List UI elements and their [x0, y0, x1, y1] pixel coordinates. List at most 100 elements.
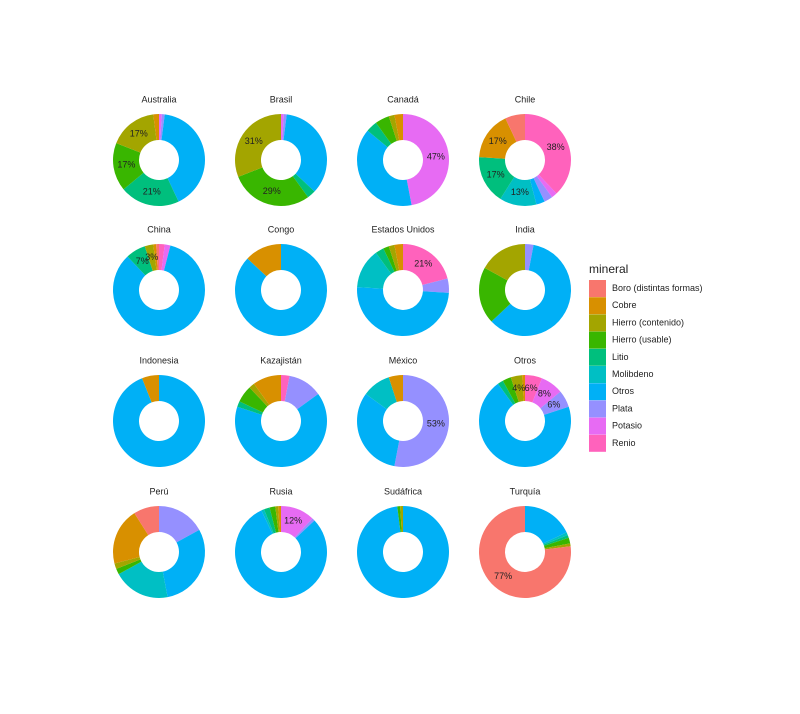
donut-segment [388, 114, 400, 141]
legend-key [589, 280, 606, 297]
facet-title: Perú [149, 486, 168, 496]
donut-segment [525, 244, 534, 271]
donut-segment [394, 244, 403, 271]
legend-label: Plata [612, 403, 633, 413]
facet-title: Kazajistán [260, 355, 302, 365]
donut-segment [275, 506, 280, 533]
legend-key [589, 400, 606, 418]
value-label: 38% [547, 142, 565, 152]
donut-segment [153, 114, 159, 141]
donut-segment [397, 506, 402, 533]
value-label: 47% [427, 151, 445, 161]
donut-segment [394, 375, 449, 467]
value-label: 53% [427, 418, 445, 428]
donut-segment [235, 393, 327, 468]
donut-segment [144, 244, 157, 271]
donut-segment [284, 375, 319, 410]
facet-title: Otros [514, 355, 537, 365]
facet-title: Rusia [269, 486, 292, 496]
donut-segment [161, 114, 206, 202]
facet-title: Congo [268, 224, 295, 234]
donut-segment [383, 246, 397, 272]
value-label: 17% [489, 136, 507, 146]
facet-title: Estados Unidos [371, 224, 435, 234]
donut-segment [357, 393, 400, 467]
donut-segment [403, 114, 449, 206]
value-label: 21% [143, 187, 161, 197]
legend-label: Litio [612, 352, 629, 362]
donut-segment [505, 114, 525, 142]
donut-segment [113, 143, 144, 190]
donut-segment [375, 116, 397, 144]
legend-key [589, 383, 606, 401]
donut-segment [479, 157, 515, 199]
donut-segment [134, 506, 159, 536]
donut-segment [479, 506, 571, 598]
value-label: 13% [511, 187, 529, 197]
donut-segment [422, 278, 450, 293]
donut-segment [113, 375, 206, 467]
facet-title: México [389, 355, 418, 365]
donut-segment [403, 244, 448, 286]
donut-segment [544, 543, 571, 550]
value-label: 8% [538, 389, 551, 399]
donut-segment [357, 287, 449, 336]
donut-segment [235, 244, 327, 336]
donut-segment [162, 529, 206, 598]
donut-segment [234, 114, 281, 177]
donut-segment [156, 244, 159, 271]
donut-segment [478, 267, 511, 322]
donut-segment [491, 244, 571, 336]
legend-label: Cobre [612, 300, 637, 310]
donut-segment [159, 244, 165, 271]
donut-segment [357, 130, 412, 206]
value-label: 4% [512, 383, 525, 393]
donut-segment [479, 118, 517, 159]
facet-title: Sudáfrica [384, 486, 422, 496]
donut-segment [543, 535, 569, 546]
value-label: 6% [547, 399, 560, 409]
donut-segment [153, 244, 158, 271]
donut-segment [500, 176, 537, 207]
donut-segment [540, 391, 569, 415]
donut-segment [123, 172, 179, 206]
donut-segment [159, 114, 162, 141]
donut-segment [525, 375, 542, 403]
facet-title: China [147, 224, 171, 234]
value-label: 77% [494, 571, 512, 581]
legend-key [589, 314, 606, 332]
legend-key [589, 348, 606, 366]
legend-label: Molibdeno [612, 369, 654, 379]
donut-segment [543, 532, 568, 545]
donut-segment [112, 245, 205, 336]
donut-segment [282, 114, 287, 141]
donut-segment [367, 122, 392, 148]
facet-title: Turquía [510, 486, 541, 496]
donut-segment [238, 167, 309, 206]
legend-label: Otros [612, 386, 635, 396]
value-label: 6% [525, 383, 538, 393]
donut-segment [278, 506, 281, 533]
legend-label: Hierro (usable) [612, 335, 672, 345]
facet-title: Brasil [270, 94, 293, 104]
legend-label: Potasio [612, 421, 642, 431]
donut-segment [525, 506, 567, 544]
value-label: 17% [130, 128, 148, 138]
donut-segment [161, 244, 171, 271]
donut-segment [510, 375, 524, 402]
value-label: 7% [136, 256, 149, 266]
legend-title: mineral [589, 262, 628, 276]
donut-segment [235, 510, 328, 598]
donut-segment [281, 114, 284, 141]
donut-segment [533, 176, 553, 202]
donut-segment [536, 174, 557, 198]
value-label: 12% [284, 516, 302, 526]
donut-segment [544, 537, 571, 549]
legend-key [589, 331, 606, 349]
donut-segment [502, 377, 519, 404]
donut-segment [281, 506, 313, 538]
donut-segment [497, 380, 516, 405]
donut-segment [375, 248, 395, 274]
facet-title: Australia [141, 94, 176, 104]
